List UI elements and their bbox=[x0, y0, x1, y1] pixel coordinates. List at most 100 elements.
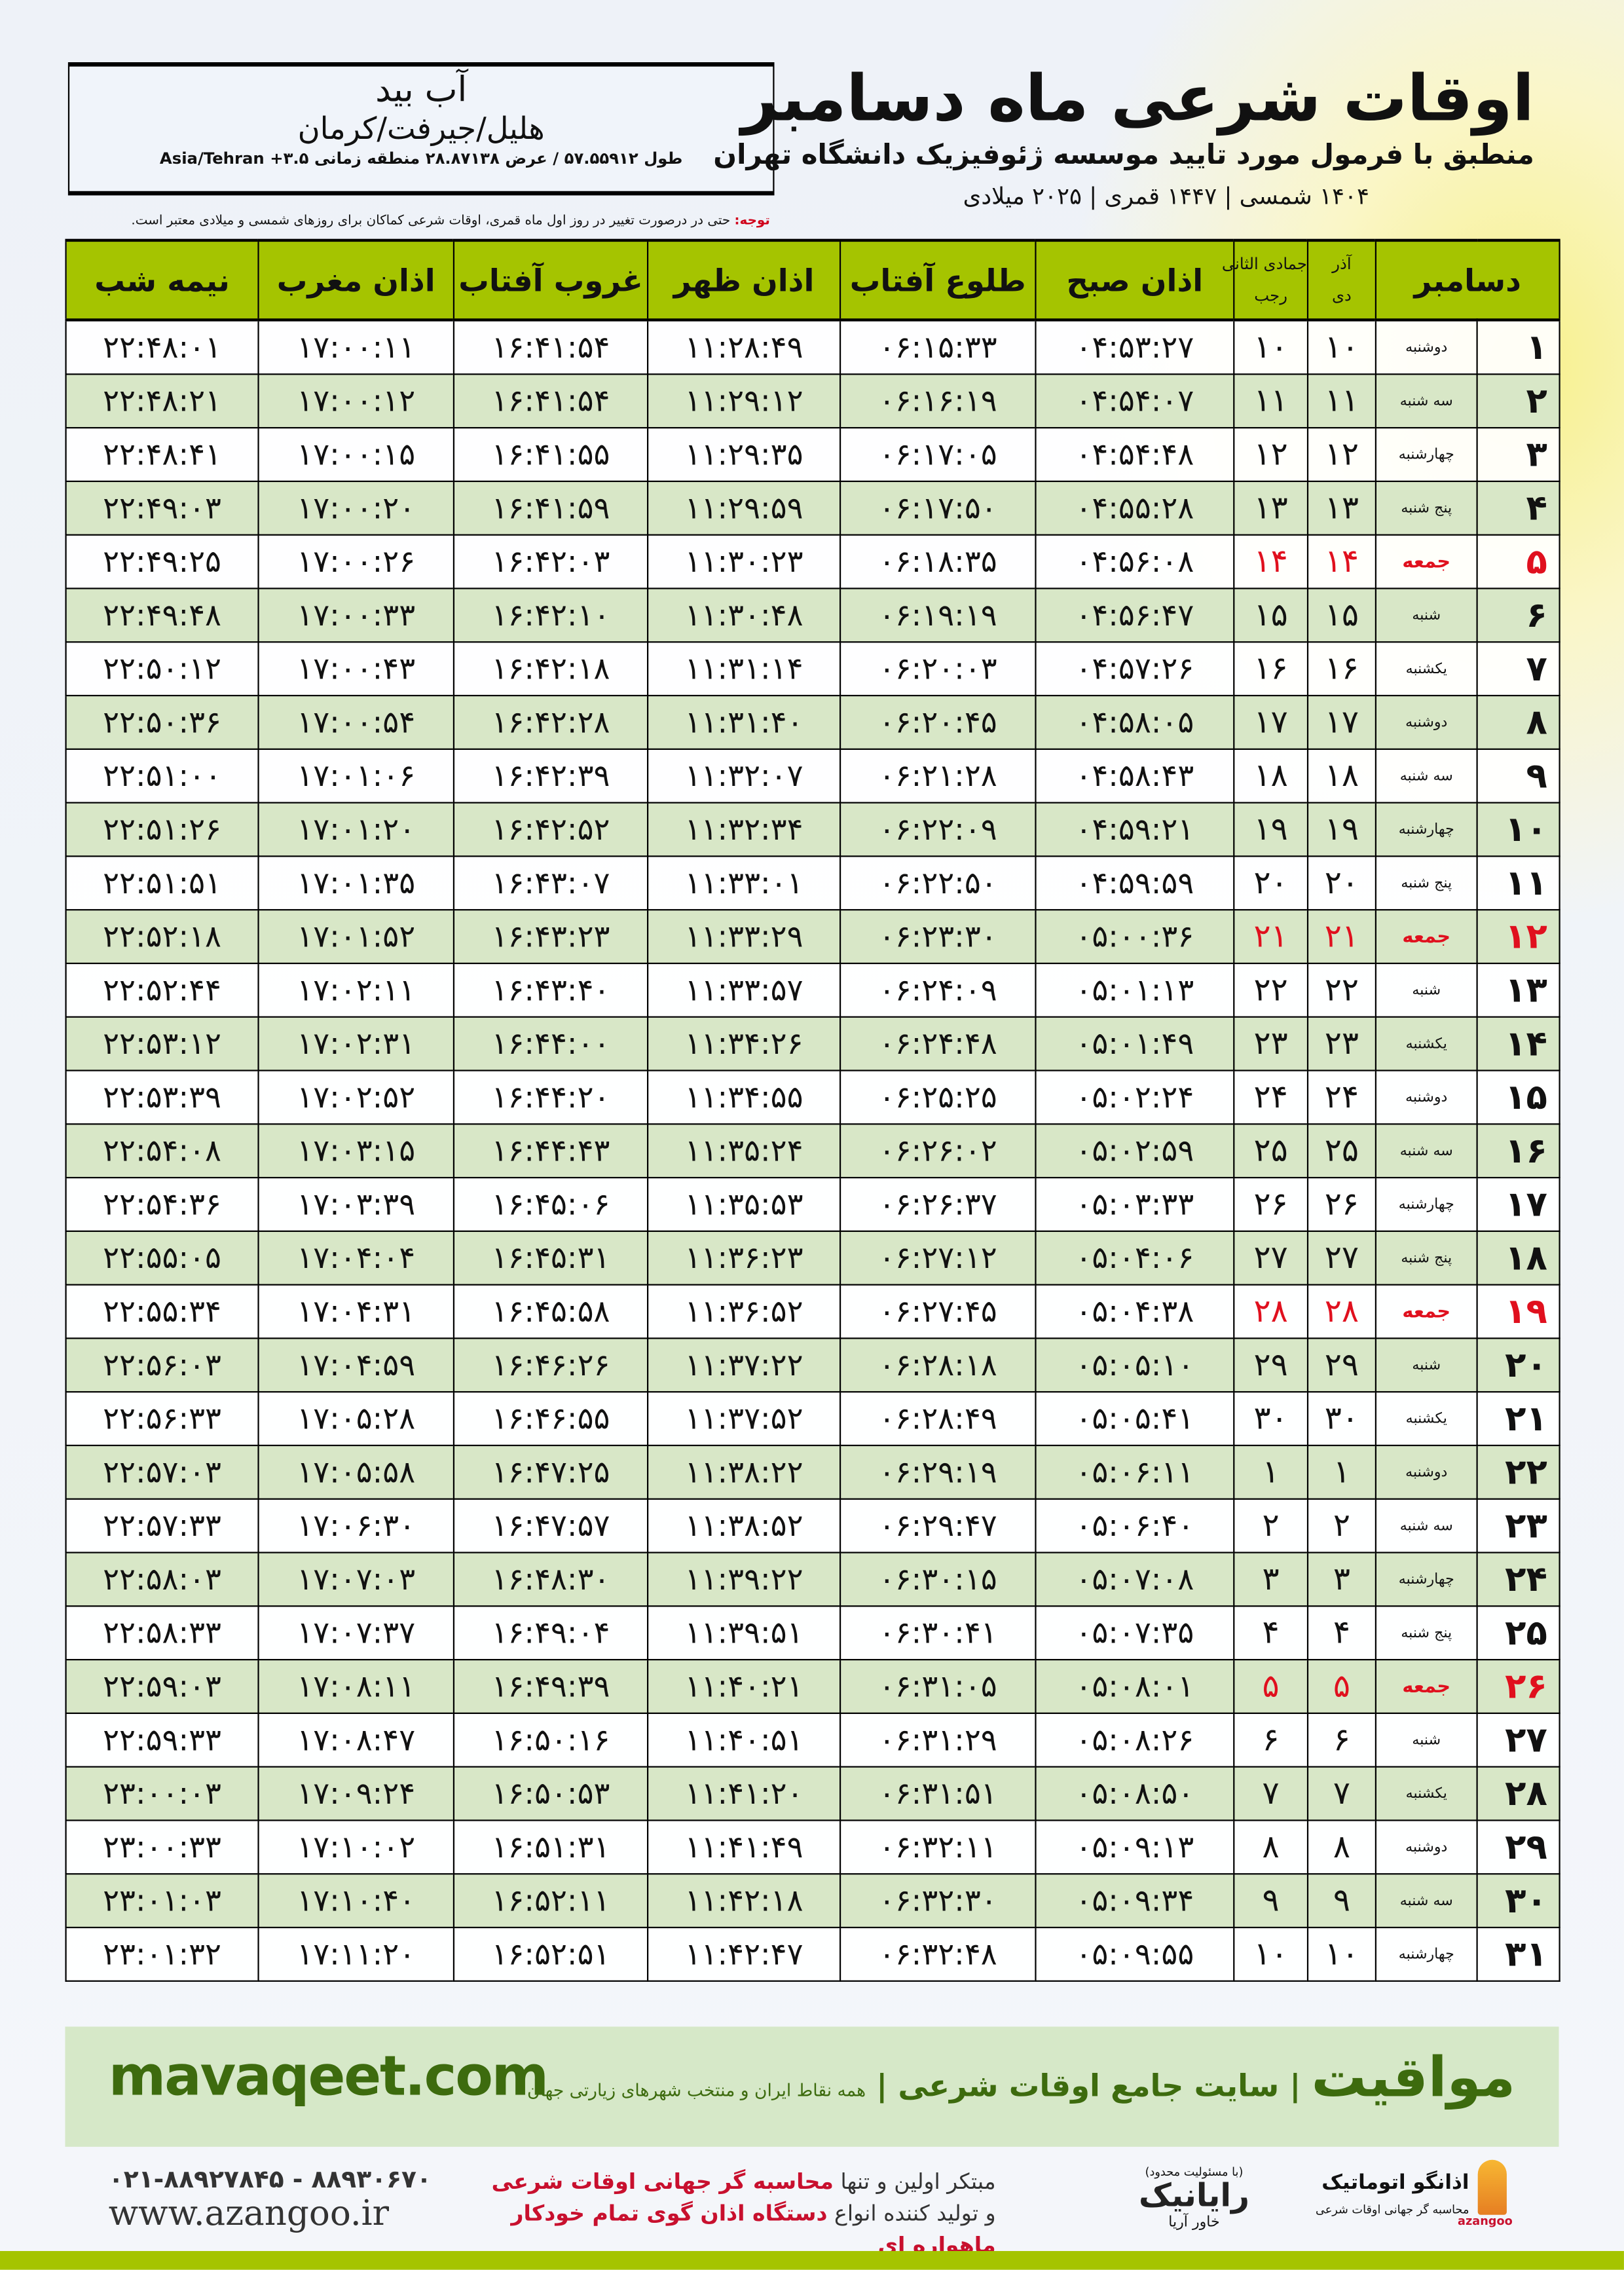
bottom-bar bbox=[0, 2251, 1624, 2270]
cell-nimeh: ۲۲:۴۹:۲۵ bbox=[65, 534, 259, 589]
cell-nimeh: ۲۳:۰۱:۰۳ bbox=[65, 1873, 259, 1929]
cell-sobh: ۰۵:۰۷:۰۸ bbox=[1035, 1552, 1235, 1607]
cell-weekday: دوشنبه bbox=[1375, 694, 1478, 750]
promo-2b: دستگاه اذان گوی تمام خودکار ماهواره ای bbox=[511, 2200, 996, 2259]
col-hijri: جمادی الثانی رجب bbox=[1222, 238, 1309, 322]
table-header: دسامبر آذر دی جمادی الثانی رجب اذان صبح طل… bbox=[65, 238, 1560, 322]
cell-weekday: سه شنبه bbox=[1375, 1873, 1478, 1929]
cell-weekday: دوشنبه bbox=[1375, 1819, 1478, 1875]
cell-tolu: ۰۶:۲۰:۰۳ bbox=[839, 641, 1037, 697]
cell-weekday: چهارشنبه bbox=[1375, 802, 1478, 857]
cell-hijri: ۱۵ bbox=[1233, 587, 1309, 643]
rayanik-tag: (با مسئولیت محدود) bbox=[1145, 2165, 1244, 2179]
cell-sobh: ۰۵:۰۴:۰۶ bbox=[1035, 1230, 1235, 1286]
cell-nimeh: ۲۲:۵۱:۵۱ bbox=[65, 855, 259, 911]
cell-day: ۹ bbox=[1476, 748, 1560, 804]
site-link[interactable]: mavaqeet.com bbox=[108, 2043, 549, 2108]
table-row: ۱۵ دوشنبه ۲۴ ۲۴ ۰۵:۰۲:۲۴ ۰۶:۲۵:۲۵ ۱۱:۳۴:۵۵ ۱۶:۴… bbox=[65, 1070, 1560, 1125]
cell-hijri: ۵ bbox=[1233, 1659, 1309, 1714]
cell-weekday: جمعه bbox=[1375, 534, 1478, 589]
cell-ghorub: ۱۶:۵۱:۳۱ bbox=[452, 1819, 649, 1875]
cell-weekday: سه شنبه bbox=[1375, 1123, 1478, 1179]
cell-nimeh: ۲۲:۵۳:۱۲ bbox=[65, 1016, 259, 1071]
cell-zohr: ۱۱:۳۷:۵۲ bbox=[647, 1391, 841, 1447]
cell-hijri: ۲۱ bbox=[1233, 909, 1309, 965]
cell-weekday: چهارشنبه bbox=[1375, 427, 1478, 483]
brand: مواقیت | سایت جامع اوقات شرعی | همه نقاط… bbox=[527, 2045, 1515, 2109]
cell-sobh: ۰۵:۰۰:۳۶ bbox=[1035, 909, 1235, 965]
cell-nimeh: ۲۲:۴۸:۴۱ bbox=[65, 427, 259, 483]
cell-hijri: ۲۵ bbox=[1233, 1123, 1309, 1179]
cell-hijri: ۱۲ bbox=[1233, 427, 1309, 483]
cell-maghrib: ۱۷:۱۱:۲۰ bbox=[257, 1926, 455, 1982]
promo-1b: محاسبه گر جهانی اوقات شرعی bbox=[491, 2168, 834, 2195]
cell-hijri: ۲۰ bbox=[1233, 855, 1309, 911]
cell-maghrib: ۱۷:۰۰:۱۱ bbox=[257, 319, 455, 375]
cell-day: ۱۲ bbox=[1476, 909, 1560, 965]
table-row: ۱۰ چهارشنبه ۱۹ ۱۹ ۰۴:۵۹:۲۱ ۰۶:۲۲:۰۹ ۱۱:۳۲:۳۴ ۱۶… bbox=[65, 802, 1560, 857]
cell-hijri: ۲۳ bbox=[1233, 1016, 1309, 1071]
cell-day: ۱۸ bbox=[1476, 1230, 1560, 1286]
cell-dey: ۳۰ bbox=[1306, 1391, 1376, 1447]
cell-tolu: ۰۶:۲۲:۵۰ bbox=[839, 855, 1037, 911]
table-row: ۶ شنبه ۱۵ ۱۵ ۰۴:۵۶:۴۷ ۰۶:۱۹:۱۹ ۱۱:۳۰:۴۸ ۱۶:۴۲:۱… bbox=[65, 587, 1560, 643]
cell-day: ۱۴ bbox=[1476, 1016, 1560, 1071]
cell-zohr: ۱۱:۲۸:۴۹ bbox=[647, 319, 841, 375]
azangoo-link[interactable]: www.azangoo.ir bbox=[108, 2193, 390, 2234]
cell-zohr: ۱۱:۳۰:۲۳ bbox=[647, 534, 841, 589]
cell-ghorub: ۱۶:۴۹:۰۴ bbox=[452, 1605, 649, 1661]
cell-ghorub: ۱۶:۴۲:۲۸ bbox=[452, 694, 649, 750]
cell-weekday: پنج شنبه bbox=[1375, 1230, 1478, 1286]
cell-nimeh: ۲۲:۴۹:۴۸ bbox=[65, 587, 259, 643]
cell-sobh: ۰۴:۵۸:۴۳ bbox=[1035, 748, 1235, 804]
cell-hijri: ۱۰ bbox=[1233, 1926, 1309, 1982]
cell-ghorub: ۱۶:۴۶:۵۵ bbox=[452, 1391, 649, 1447]
table-row: ۳ چهارشنبه ۱۲ ۱۲ ۰۴:۵۴:۴۸ ۰۶:۱۷:۰۵ ۱۱:۲۹:۳۵ ۱۶:… bbox=[65, 427, 1560, 483]
cell-dey: ۱ bbox=[1306, 1444, 1376, 1500]
table-row: ۵ جمعه ۱۴ ۱۴ ۰۴:۵۶:۰۸ ۰۶:۱۸:۳۵ ۱۱:۳۰:۲۳ ۱۶:۴۲:۰… bbox=[65, 534, 1560, 589]
cell-tolu: ۰۶:۱۸:۳۵ bbox=[839, 534, 1037, 589]
cell-dey: ۸ bbox=[1306, 1819, 1376, 1875]
cell-weekday: چهارشنبه bbox=[1375, 1926, 1478, 1982]
cell-dey: ۲۶ bbox=[1306, 1176, 1376, 1232]
brand-name: مواقیت bbox=[1311, 2045, 1516, 2110]
cell-ghorub: ۱۶:۴۱:۵۴ bbox=[452, 319, 649, 375]
cell-tolu: ۰۶:۲۸:۱۸ bbox=[839, 1337, 1037, 1393]
cell-tolu: ۰۶:۲۱:۲۸ bbox=[839, 748, 1037, 804]
col-nimeh: نیمه شب bbox=[65, 238, 259, 322]
table-row: ۴ پنج شنبه ۱۳ ۱۳ ۰۴:۵۵:۲۸ ۰۶:۱۷:۵۰ ۱۱:۲۹:۵۹ ۱۶:… bbox=[65, 480, 1560, 536]
cell-weekday: پنج شنبه bbox=[1375, 855, 1478, 911]
table-row: ۱۷ چهارشنبه ۲۶ ۲۶ ۰۵:۰۳:۳۳ ۰۶:۲۶:۳۷ ۱۱:۳۵:۵۳ ۱۶… bbox=[65, 1176, 1560, 1232]
cell-maghrib: ۱۷:۰۰:۲۶ bbox=[257, 534, 455, 589]
cell-nimeh: ۲۲:۵۷:۳۳ bbox=[65, 1498, 259, 1554]
cell-zohr: ۱۱:۴۰:۲۱ bbox=[647, 1659, 841, 1714]
cell-maghrib: ۱۷:۱۰:۰۲ bbox=[257, 1819, 455, 1875]
cell-nimeh: ۲۲:۴۸:۰۱ bbox=[65, 319, 259, 375]
table-row: ۲۳ سه شنبه ۲ ۲ ۰۵:۰۶:۴۰ ۰۶:۲۹:۴۷ ۱۱:۳۸:۵۲ ۱۶:۴۷… bbox=[65, 1498, 1560, 1554]
cell-hijri: ۷ bbox=[1233, 1766, 1309, 1821]
table-row: ۸ دوشنبه ۱۷ ۱۷ ۰۴:۵۸:۰۵ ۰۶:۲۰:۴۵ ۱۱:۳۱:۴۰ ۱۶:۴۲… bbox=[65, 694, 1560, 750]
table-row: ۱۲ جمعه ۲۱ ۲۱ ۰۵:۰۰:۳۶ ۰۶:۲۳:۳۰ ۱۱:۳۳:۲۹ ۱۶:۴۳:… bbox=[65, 909, 1560, 965]
cell-ghorub: ۱۶:۴۲:۰۳ bbox=[452, 534, 649, 589]
cell-zohr: ۱۱:۳۶:۲۳ bbox=[647, 1230, 841, 1286]
col-dey: آذر دی bbox=[1306, 238, 1376, 322]
cell-dey: ۲۴ bbox=[1306, 1070, 1376, 1125]
cell-hijri: ۲ bbox=[1233, 1498, 1309, 1554]
cell-sobh: ۰۵:۰۵:۱۰ bbox=[1035, 1337, 1235, 1393]
cell-weekday: سه شنبه bbox=[1375, 748, 1478, 804]
cell-weekday: شنبه bbox=[1375, 1712, 1478, 1768]
cell-tolu: ۰۶:۱۷:۵۰ bbox=[839, 480, 1037, 536]
cell-nimeh: ۲۲:۵۶:۰۳ bbox=[65, 1337, 259, 1393]
table-row: ۱۸ پنج شنبه ۲۷ ۲۷ ۰۵:۰۴:۰۶ ۰۶:۲۷:۱۲ ۱۱:۳۶:۲۳ ۱۶… bbox=[65, 1230, 1560, 1286]
cell-tolu: ۰۶:۳۱:۵۱ bbox=[839, 1766, 1037, 1821]
col-zohr: اذان ظهر bbox=[647, 238, 841, 322]
cell-day: ۲۶ bbox=[1476, 1659, 1560, 1714]
cell-tolu: ۰۶:۱۶:۱۹ bbox=[839, 373, 1037, 429]
cell-dey: ۲۹ bbox=[1306, 1337, 1376, 1393]
cell-maghrib: ۱۷:۰۸:۱۱ bbox=[257, 1659, 455, 1714]
cell-zohr: ۱۱:۲۹:۱۲ bbox=[647, 373, 841, 429]
cell-weekday: دوشنبه bbox=[1375, 1444, 1478, 1500]
mosque-dome-icon bbox=[1477, 2159, 1507, 2215]
cell-weekday: چهارشنبه bbox=[1375, 1176, 1478, 1232]
table-row: ۱ دوشنبه ۱۰ ۱۰ ۰۴:۵۳:۲۷ ۰۶:۱۵:۳۳ ۱۱:۲۸:۴۹ ۱۶:۴۱… bbox=[65, 319, 1560, 375]
